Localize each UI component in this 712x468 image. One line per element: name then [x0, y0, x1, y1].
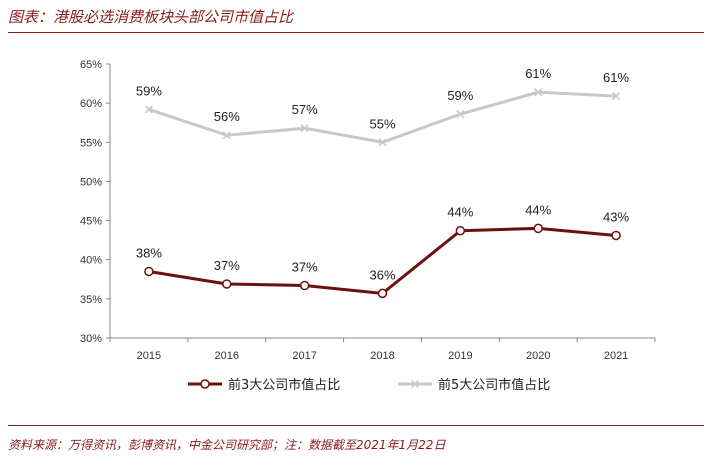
- source-divider: [8, 425, 704, 426]
- chart-legend: 前3大公司市值占比 前5大公司市值占比: [188, 377, 550, 393]
- y-tick-label: 45%: [80, 216, 102, 228]
- data-label: 61%: [525, 66, 551, 81]
- x-tick-label: 2020: [526, 350, 550, 362]
- data-label: 36%: [369, 267, 395, 282]
- x-tick-label: 2017: [292, 350, 316, 362]
- data-point: [455, 225, 466, 236]
- line-chart: 30% 35% 40% 45% 50% 55% 60% 65% 2015 2016 2017 2018…: [80, 59, 656, 393]
- data-label: 59%: [136, 83, 162, 98]
- chart-ticks: 30% 35% 40% 45% 50% 55% 60% 65% 2015 2016 2017 2018…: [80, 59, 656, 362]
- data-label: 44%: [525, 202, 551, 217]
- data-point: [144, 266, 154, 277]
- data-label: 59%: [447, 88, 473, 103]
- y-tick-label: 40%: [80, 255, 102, 267]
- y-tick-label: 55%: [80, 137, 102, 149]
- data-point: [200, 379, 210, 389]
- data-point: [410, 379, 420, 389]
- x-tick-label: 2019: [448, 350, 472, 362]
- data-point: [533, 223, 543, 234]
- data-label: 44%: [447, 205, 473, 220]
- data-point: [299, 280, 310, 291]
- data-point: [378, 138, 387, 147]
- data-point: [534, 88, 543, 97]
- data-label: 56%: [214, 109, 240, 124]
- y-tick-label: 65%: [80, 59, 102, 71]
- chart-series: [144, 88, 621, 299]
- chart-axes: [109, 64, 655, 339]
- data-label: 37%: [214, 258, 240, 273]
- data-label: 55%: [369, 116, 395, 131]
- data-point: [144, 105, 153, 114]
- chart-data-labels: 38% 37% 37% 36% 44% 44% 43% 59% 56% 57% 55% 59% 61% 6…: [136, 66, 630, 282]
- source-note: 资料来源：万得资讯，彭博资讯，中金公司研究部；注：数据截至2021年1月22日: [8, 438, 446, 452]
- data-label: 37%: [292, 260, 318, 275]
- x-tick-label: 2018: [370, 350, 394, 362]
- x-tick-label: 2015: [137, 350, 161, 362]
- data-point: [222, 131, 231, 140]
- x-tick-label: 2016: [215, 350, 239, 362]
- data-label: 43%: [603, 209, 629, 224]
- data-point: [377, 288, 388, 299]
- y-tick-label: 35%: [80, 294, 102, 306]
- y-tick-label: 30%: [80, 333, 102, 345]
- title-divider: [8, 32, 704, 33]
- data-label: 57%: [292, 102, 318, 117]
- data-point: [611, 230, 621, 241]
- data-point: [456, 110, 465, 119]
- legend-label: 前5大公司市值占比: [438, 377, 550, 393]
- legend-label: 前3大公司市值占比: [228, 377, 340, 393]
- data-label: 61%: [603, 70, 629, 85]
- data-point: [612, 92, 621, 101]
- chart-title: 图表：港股必选消费板块头部公司市值占比: [8, 8, 294, 26]
- data-point: [222, 279, 232, 289]
- y-tick-label: 60%: [80, 98, 102, 110]
- data-label: 38%: [136, 245, 162, 260]
- data-point: [300, 124, 309, 133]
- x-tick-label: 2021: [604, 350, 628, 362]
- y-tick-label: 50%: [80, 176, 102, 188]
